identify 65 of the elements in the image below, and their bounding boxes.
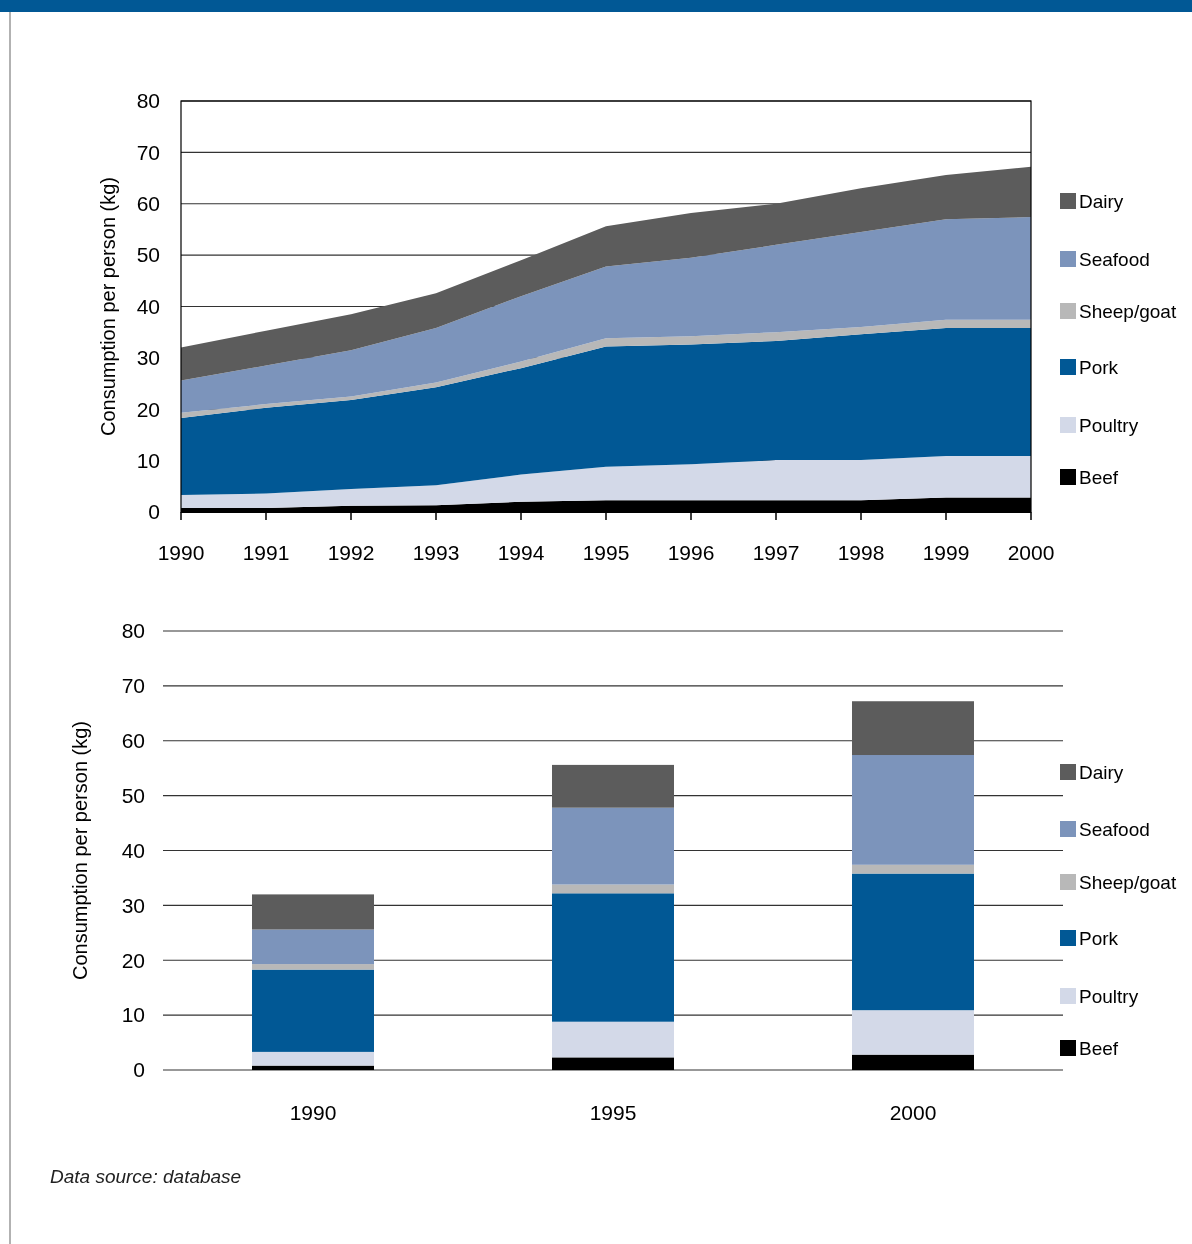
x-tick-label: 1993 [412,541,460,564]
bar [552,1021,674,1058]
y-tick-label: 10 [136,448,160,472]
legend-label: Poultry [1079,985,1139,1007]
x-tick-label: 1995 [589,1101,637,1124]
y-axis-title: Consumption per person (kg) [97,176,119,437]
x-tick-label: 1997 [752,541,800,564]
y-tick-label: 40 [136,294,160,318]
bar [552,1057,674,1070]
legend-label: Beef [1079,466,1119,488]
y-tick-label: 60 [136,192,160,216]
legend-label: Seafood [1079,248,1150,270]
y-tick-label: 70 [121,674,145,698]
y-tick-label: 40 [121,838,145,862]
bar [252,964,374,970]
bar [252,894,374,930]
bar [552,764,674,808]
y-tick-label: 0 [148,500,160,524]
bar [852,701,974,756]
bar [852,755,974,865]
x-tick-label: 1998 [837,541,885,564]
x-tick-label: 2000 [889,1101,937,1124]
y-tick-label: 30 [136,346,160,370]
y-tick-label: 0 [133,1058,145,1082]
bar [852,873,974,1011]
bar [552,807,674,885]
x-tick-label: 1992 [327,541,375,564]
legend-label: Pork [1079,356,1119,378]
legend-label: Sheep/goat [1079,300,1177,322]
y-axis-title: Consumption per person (kg) [69,720,91,981]
x-tick-label: 1994 [497,541,545,564]
legend-label: Poultry [1079,414,1139,436]
x-tick-label: 1990 [289,1101,337,1124]
y-tick-label: 10 [121,1003,145,1027]
bar [252,1051,374,1066]
x-tick-label: 1999 [922,541,970,564]
bar [852,1054,974,1071]
legend-label: Beef [1079,1037,1119,1059]
source-note: Data source: database [50,1166,242,1187]
y-tick-label: 30 [121,893,145,917]
bar [252,969,374,1052]
x-tick-label: 1990 [157,541,205,564]
bar [852,1010,974,1055]
y-tick-label: 80 [136,89,160,113]
x-tick-label: 1996 [667,541,715,564]
bar [552,884,674,894]
bar [552,893,674,1022]
legend-label: Sheep/goat [1079,871,1177,893]
y-tick-label: 60 [121,729,145,753]
legend-label: Dairy [1079,190,1124,212]
legend-label: Pork [1079,927,1119,949]
x-tick-label: 1991 [242,541,290,564]
y-tick-label: 70 [136,140,160,164]
y-tick-label: 20 [121,948,145,972]
bar [852,864,974,874]
legend-label: Dairy [1079,761,1124,783]
y-tick-label: 80 [121,619,145,643]
y-tick-label: 50 [121,783,145,807]
legend-label: Seafood [1079,818,1150,840]
y-tick-label: 20 [136,397,160,421]
y-tick-label: 50 [136,243,160,267]
bar [252,929,374,965]
x-tick-label: 1995 [582,541,630,564]
bar [252,1065,374,1070]
x-tick-label: 2000 [1007,541,1055,564]
